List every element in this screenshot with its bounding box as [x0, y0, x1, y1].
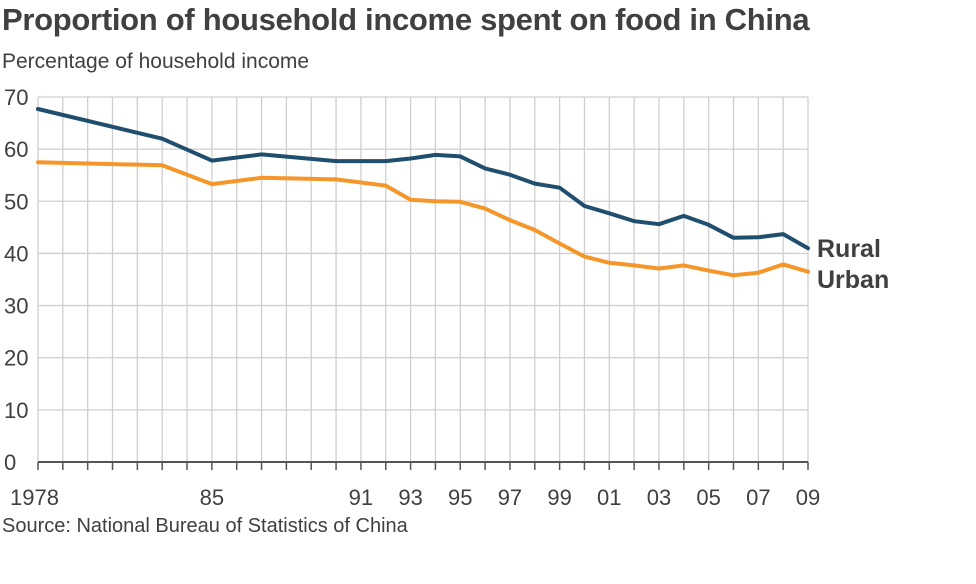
x-tick-label: 05 [696, 485, 720, 510]
chart-title: Proportion of household income spent on … [2, 2, 810, 37]
series-line-urban [36, 160, 810, 278]
y-tick-label: 40 [4, 241, 28, 266]
y-tick-label: 0 [4, 450, 16, 475]
x-tick-label: 95 [448, 485, 472, 510]
series-label-rural: Rural [817, 235, 881, 263]
x-tick-label: 01 [597, 485, 621, 510]
x-tick-label: 85 [200, 485, 224, 510]
x-axis-tick-labels: 1978 85 91 93 95 97 99 01 03 05 07 09 [10, 485, 820, 510]
y-tick-label: 20 [4, 346, 28, 371]
x-tick-label: 07 [746, 485, 770, 510]
chart-grid [37, 96, 809, 470]
x-tick-label: 03 [647, 485, 671, 510]
x-tick-label: 1978 [10, 485, 59, 510]
series-lines [36, 107, 810, 278]
x-tick-label: 93 [398, 485, 422, 510]
y-tick-label: 10 [4, 398, 28, 423]
y-tick-label: 60 [4, 137, 28, 162]
x-tick-label: 09 [796, 485, 820, 510]
x-tick-label: 99 [547, 485, 571, 510]
y-tick-label: 30 [4, 294, 28, 319]
y-axis-tick-labels: 0 10 20 30 40 50 60 70 [4, 85, 28, 475]
series-line-rural [36, 107, 810, 251]
chart-source: Source: National Bureau of Statistics of… [2, 515, 408, 537]
y-tick-label: 70 [4, 85, 28, 110]
series-labels: Rural Urban [817, 235, 889, 294]
y-tick-label: 50 [4, 189, 28, 214]
x-tick-label: 91 [349, 485, 373, 510]
x-tick-label: 97 [498, 485, 522, 510]
chart-subtitle: Percentage of household income [2, 50, 310, 73]
series-label-urban: Urban [817, 266, 889, 294]
